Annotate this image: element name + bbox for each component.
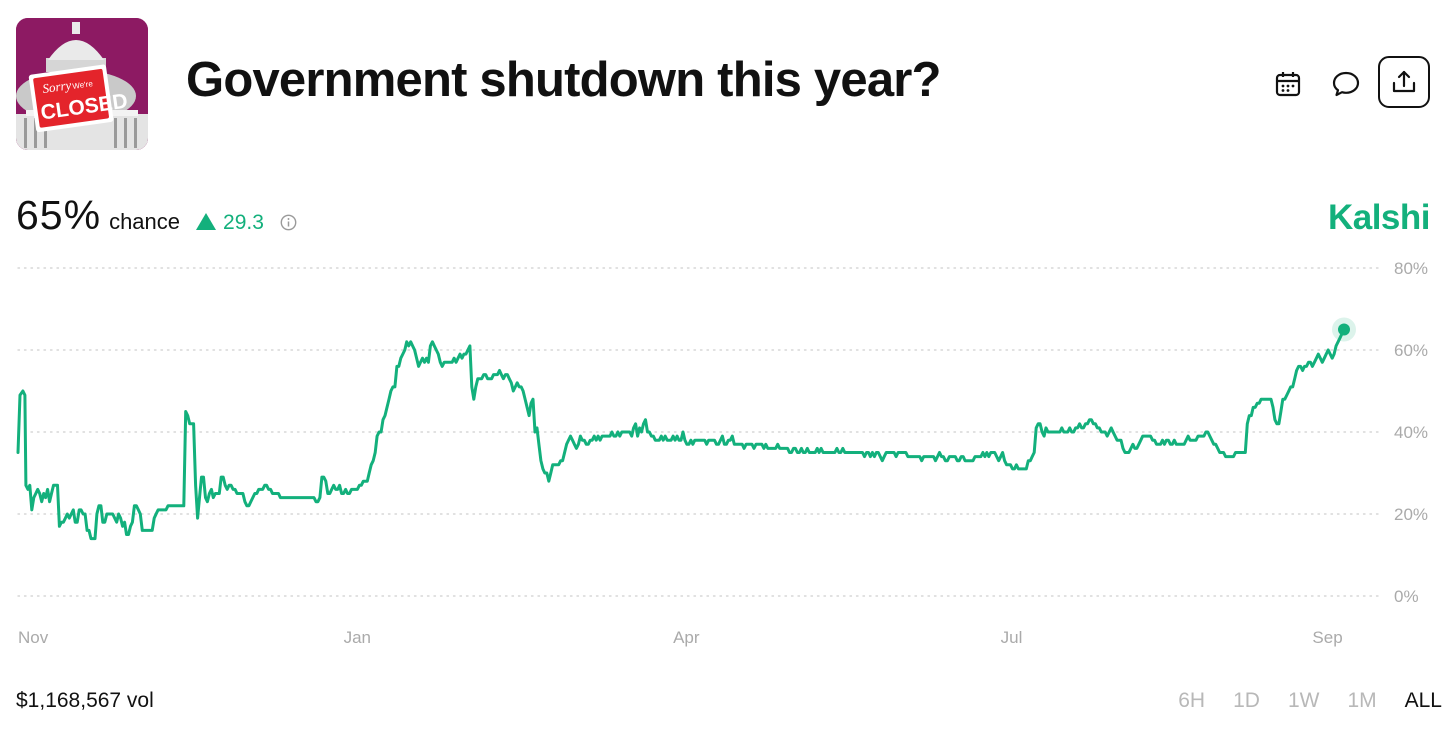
market-title: Government shutdown this year?: [186, 53, 941, 107]
share-button[interactable]: [1378, 56, 1430, 108]
share-icon: [1392, 70, 1416, 93]
probability-value: 65%: [16, 192, 102, 238]
x-tick-label: Jul: [1001, 628, 1023, 647]
x-tick-label: Nov: [18, 628, 49, 647]
probability-summary: 65% chance 29.3: [16, 192, 297, 239]
market-thumbnail: Sorry We're CLOSED: [16, 18, 148, 150]
y-tick-label: 80%: [1394, 259, 1428, 278]
sign-text-sorry: Sorry: [41, 77, 72, 96]
calendar-button[interactable]: [1268, 64, 1308, 104]
range-button-6h[interactable]: 6H: [1178, 689, 1206, 712]
range-button-all[interactable]: ALL: [1404, 689, 1442, 712]
y-tick-label: 0%: [1394, 587, 1419, 606]
y-tick-label: 60%: [1394, 341, 1428, 360]
comments-button[interactable]: [1326, 64, 1366, 104]
range-button-1m[interactable]: 1M: [1347, 689, 1377, 712]
up-triangle-icon: [196, 213, 217, 230]
volume-label: $1,168,567 vol: [16, 689, 154, 712]
series-line: [16, 328, 1346, 541]
calendar-icon: [1275, 72, 1301, 97]
y-tick-label: 20%: [1394, 505, 1428, 524]
range-selector: 6H 1D 1W 1M ALL: [1150, 689, 1442, 713]
change-indicator: 29.3: [196, 211, 264, 235]
price-chart: 0% 20% 40% 60% 80% Nov Jan Apr Jul Sep: [16, 259, 1428, 647]
brand-logo[interactable]: Kalshi: [1327, 198, 1431, 237]
last-point-marker: [1338, 323, 1350, 336]
chance-label: chance: [109, 209, 181, 234]
range-button-1w[interactable]: 1W: [1287, 689, 1320, 712]
sign-text-were: We're: [72, 79, 94, 91]
y-tick-label: 40%: [1394, 423, 1428, 442]
comment-icon: [1332, 71, 1360, 97]
info-icon[interactable]: [280, 214, 297, 231]
x-tick-label: Jan: [344, 628, 371, 647]
range-button-1d[interactable]: 1D: [1233, 689, 1260, 712]
x-tick-label: Apr: [673, 628, 700, 647]
change-value: 29.3: [223, 211, 264, 234]
x-tick-label: Sep: [1312, 628, 1342, 647]
